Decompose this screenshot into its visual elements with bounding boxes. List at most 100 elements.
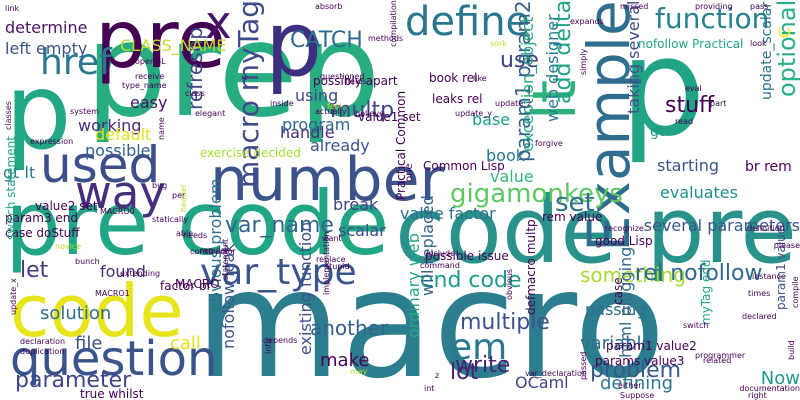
cloud-word: case (611, 277, 625, 305)
cloud-word: update_x (9, 278, 18, 315)
cloud-word: var_type (200, 252, 357, 293)
cloud-word: constructor (190, 247, 236, 256)
cloud-word: replace (316, 255, 346, 264)
cloud-word: multiple (460, 310, 550, 335)
cloud-word: per (172, 191, 186, 200)
cloud-word: function (655, 2, 770, 35)
cloud-word: variable (580, 333, 653, 354)
cloud-word: prep (85, 0, 381, 146)
cloud-word: end code (420, 268, 522, 293)
cloud-word: system (70, 107, 99, 116)
cloud-word: problem (590, 358, 682, 383)
cloud-word: exception_object (518, 16, 537, 153)
cloud-word: p (620, 9, 706, 166)
cloud-word: expands (570, 17, 604, 26)
cloud-word: possible issue (425, 249, 509, 263)
cloud-word: handle (280, 123, 335, 142)
cloud-word: using (295, 86, 339, 105)
cloud-word: myTag end (699, 259, 713, 325)
cloud-word: CATCH (290, 28, 363, 53)
cloud-word: right (748, 391, 767, 400)
cloud-word: case doStuff (5, 226, 80, 240)
cloud-word: obvious (505, 268, 514, 300)
cloud-word: switch statement (4, 136, 18, 240)
cloud-word: param1 value2 (606, 339, 697, 353)
cloud-word: something (580, 263, 686, 287)
cloud-word: var_declaration (525, 369, 587, 378)
cloud-word: Suppose (620, 391, 655, 400)
cloud-word: regular (200, 246, 229, 255)
cloud-word: rem value (542, 210, 603, 224)
cloud-word: update_scalar (759, 1, 775, 100)
cloud-word: base (472, 110, 511, 129)
cloud-word: easy (130, 93, 168, 112)
cloud-word: able (176, 229, 194, 238)
cloud-word: lot (450, 360, 479, 385)
cloud-word: classes (4, 101, 13, 130)
cloud-word: declaration (20, 337, 66, 346)
cloud-word: compilation (389, 0, 398, 47)
cloud-word: actually (315, 107, 347, 116)
cloud-word: depends (263, 336, 298, 345)
cloud-word: used (40, 136, 161, 194)
cloud-word: already (310, 136, 370, 155)
cloud-word: existing function (296, 221, 315, 355)
cloud-word: extending (120, 269, 161, 278)
cloud-word: factor br (160, 279, 212, 293)
cloud-word: true whilst (80, 387, 144, 400)
cloud-word: rel nofollow (635, 261, 763, 286)
cloud-word: defining (600, 373, 674, 394)
cloud-word: multp (330, 98, 395, 123)
cloud-word: x (205, 0, 232, 49)
cloud-word: instance (752, 272, 786, 281)
cloud-word: defmacro multp (524, 219, 538, 315)
cloud-word: OCaml (515, 373, 569, 392)
cloud-word: update_z (495, 99, 532, 108)
cloud-word: fields (345, 77, 367, 86)
cloud-word: possible (85, 141, 151, 160)
cloud-word: call (170, 333, 201, 354)
cloud-word: exercise decided (200, 146, 301, 160)
cloud-word: let (20, 258, 49, 283)
cloud-word: C (775, 26, 794, 38)
cloud-word: look (750, 39, 767, 48)
cloud-word: way (75, 166, 167, 219)
cloud-word: may (350, 367, 368, 376)
cloud-word: statement (221, 238, 230, 280)
cloud-word: sork (490, 39, 507, 48)
cloud-word: pre (95, 0, 227, 86)
cloud-word: will replaced (418, 195, 437, 296)
cloud-word: taking several (624, 0, 643, 114)
cloud-word: code (10, 269, 184, 353)
cloud-word: switch (683, 321, 709, 330)
cloud-word: passed (579, 351, 588, 380)
cloud-word: documentation (739, 384, 800, 393)
cloud-word: stuff (665, 93, 715, 118)
cloud-word: MACRO1 (95, 289, 130, 298)
cloud-word: MACRO (175, 277, 220, 291)
cloud-word: macro (195, 238, 666, 400)
cloud-word: missed (620, 2, 649, 11)
cloud-word: another (310, 316, 389, 340)
cloud-word: solution (40, 303, 112, 324)
cloud-word: use (500, 48, 539, 73)
cloud-word: info (264, 338, 273, 354)
cloud-word: one (404, 163, 415, 182)
cloud-word: code pre (395, 177, 797, 284)
cloud-word: programmer (695, 351, 746, 360)
cloud-word: program (282, 115, 351, 134)
cloud-word: gigamonkeys (450, 179, 623, 209)
cloud-word: value (490, 167, 534, 186)
cloud-word: absorb (315, 2, 343, 11)
cloud-word: working (78, 116, 142, 135)
cloud-word: default (95, 125, 152, 144)
cloud-word: question (10, 331, 218, 387)
cloud-word: int (424, 384, 435, 393)
cloud-word: number (210, 145, 445, 215)
cloud-word: build (787, 340, 796, 360)
cloud-word: break (333, 195, 379, 214)
cloud-word: bug (152, 181, 168, 190)
cloud-word: leaks rel (432, 92, 483, 106)
cloud-word: book (486, 146, 525, 165)
